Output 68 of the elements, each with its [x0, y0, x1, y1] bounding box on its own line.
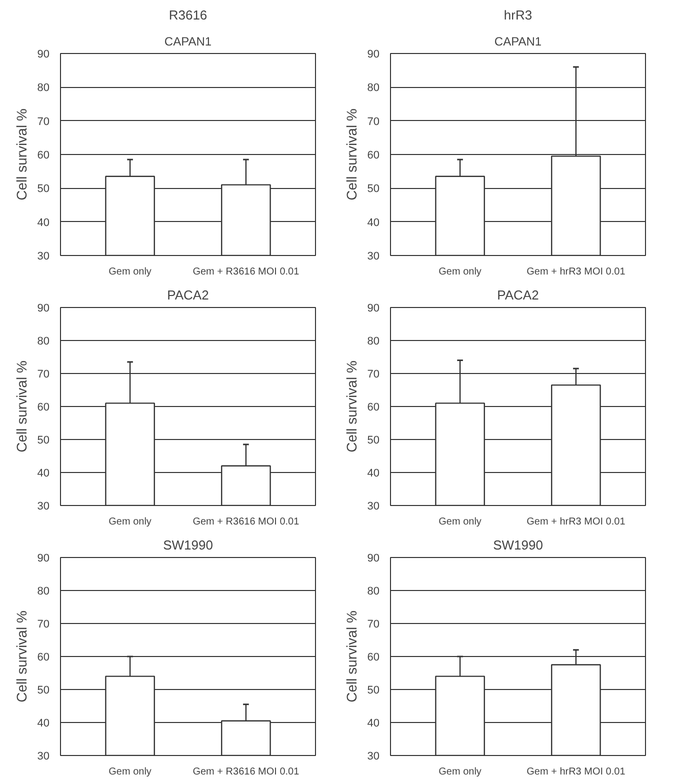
y-axis-title: Cell survival %: [13, 360, 30, 452]
y-tick-label: 50: [367, 684, 380, 696]
y-tick-label: 50: [37, 434, 50, 446]
y-tick-label: 70: [37, 618, 50, 630]
chart-title: PACA2: [167, 288, 209, 302]
y-tick-label: 50: [37, 684, 50, 696]
y-tick-label: 80: [37, 586, 50, 598]
y-tick-label: 90: [37, 302, 50, 314]
y-tick-label: 60: [367, 150, 380, 162]
y-tick-label: 40: [367, 468, 380, 480]
chart-subtitle: CAPAN1: [494, 34, 542, 48]
y-tick-label: 80: [367, 586, 380, 598]
y-tick-label: 50: [367, 183, 380, 196]
y-tick-label: 70: [367, 368, 380, 380]
y-axis-title: Cell survival %: [343, 610, 360, 702]
y-tick-label: 40: [37, 216, 50, 229]
y-tick-label: 30: [37, 750, 50, 762]
y-axis-title: Cell survival %: [13, 108, 30, 200]
y-tick-label: 90: [367, 552, 380, 564]
chart-title: SW1990: [163, 538, 213, 552]
y-tick-label: 60: [37, 652, 50, 664]
y-tick-label: 50: [37, 183, 50, 196]
x-tick-label: Gem + R3616 MOI 0.01: [192, 266, 300, 278]
x-tick-label: Gem only: [438, 266, 482, 278]
x-tick-label: Gem + hrR3 MOI 0.01: [526, 516, 626, 528]
y-tick-label: 30: [367, 500, 380, 512]
y-tick-label: 80: [367, 336, 380, 348]
chart-title: hrR3: [504, 8, 532, 22]
y-axis-title: Cell survival %: [13, 610, 30, 702]
y-tick-label: 60: [367, 652, 380, 664]
x-tick-label: Gem + hrR3 MOI 0.01: [526, 266, 626, 278]
y-tick-label: 40: [37, 718, 50, 730]
y-tick-label: 60: [367, 402, 380, 414]
y-tick-label: 30: [37, 500, 50, 512]
y-tick-label: 80: [37, 336, 50, 348]
y-axis-title: Cell survival %: [343, 360, 360, 452]
y-tick-label: 30: [367, 750, 380, 762]
x-tick-label: Gem + R3616 MOI 0.01: [192, 766, 300, 778]
y-tick-label: 50: [367, 434, 380, 446]
y-tick-label: 30: [37, 250, 50, 262]
y-tick-label: 70: [37, 116, 50, 128]
y-tick-label: 90: [367, 302, 380, 314]
y-axis-title: Cell survival %: [343, 108, 360, 200]
chart-subtitle: CAPAN1: [164, 34, 212, 48]
x-tick-label: Gem only: [108, 516, 152, 528]
x-tick-label: Gem only: [108, 266, 152, 278]
x-tick-label: Gem only: [438, 516, 482, 528]
y-tick-label: 40: [367, 718, 380, 730]
x-tick-label: Gem only: [108, 766, 152, 778]
y-tick-label: 70: [37, 368, 50, 380]
y-tick-label: 60: [37, 150, 50, 162]
y-tick-label: 70: [367, 116, 380, 128]
y-tick-label: 80: [367, 82, 380, 94]
chart-title: PACA2: [497, 288, 539, 302]
y-tick-label: 90: [37, 552, 50, 564]
y-tick-label: 30: [367, 250, 380, 262]
chart-title: R3616: [168, 8, 208, 22]
y-tick-label: 80: [37, 82, 50, 94]
x-tick-label: Gem + hrR3 MOI 0.01: [526, 766, 626, 778]
y-tick-label: 40: [37, 468, 50, 480]
x-tick-label: Gem + R3616 MOI 0.01: [192, 516, 300, 528]
y-tick-label: 70: [367, 618, 380, 630]
x-tick-label: Gem only: [438, 766, 482, 778]
y-tick-label: 90: [367, 48, 380, 60]
y-tick-label: 90: [37, 48, 50, 60]
y-tick-label: 40: [367, 216, 380, 229]
y-tick-label: 60: [37, 402, 50, 414]
chart-title: SW1990: [493, 538, 543, 552]
